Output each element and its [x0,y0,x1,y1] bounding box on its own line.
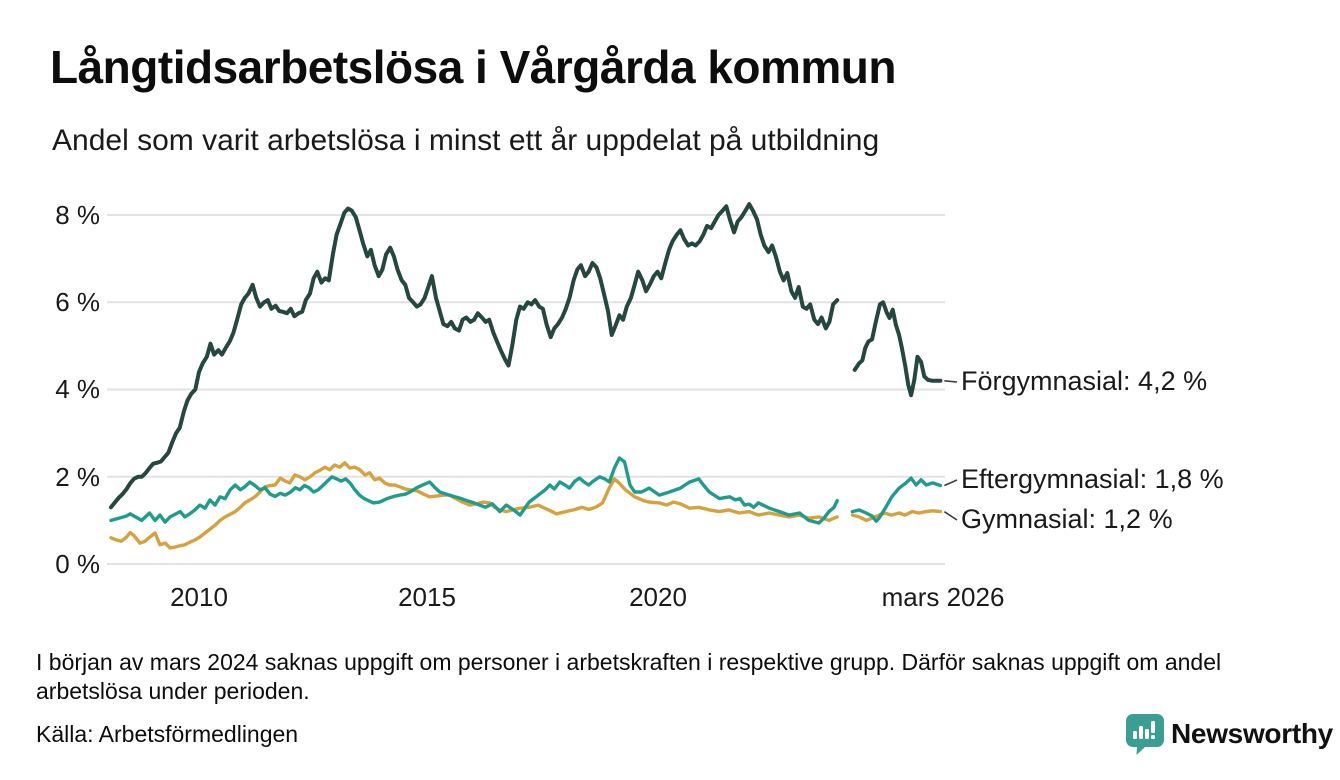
x-axis-tick-2010: 2010 [170,582,228,612]
y-axis-tick-4: 4 % [55,374,100,404]
label-leader-line [943,510,958,521]
y-axis-tick-0: 0 % [55,549,100,579]
x-axis-tick-2015: 2015 [398,582,456,612]
series-line-eftergymnasial [850,476,943,523]
series-label-gymnasial: Gymnasial: 1,2 % [961,504,1173,534]
series-line-förgymnasial [109,202,840,510]
newsworthy-wordmark: Newsworthy [1171,718,1333,749]
series-line-förgymnasial [852,300,943,398]
chart-footnote: I början av mars 2024 saknas uppgift om … [36,649,1222,704]
y-axis-tick-8: 8 % [55,200,100,230]
series-line-eftergymnasial [109,456,839,525]
label-leader-line [944,479,958,487]
x-axis-tick-mars-2026: mars 2026 [881,582,1005,612]
series-line-gymnasial [850,509,943,523]
series-line-gymnasial [109,461,839,550]
y-axis-tick-6: 6 % [55,287,100,317]
x-axis-tick-2020: 2020 [629,582,687,612]
chart-subtitle: Andel som varit arbetslösa i minst ett å… [52,124,880,157]
y-axis-tick-2: 2 % [55,462,100,492]
source-note: Källa: Arbetsförmedlingen [36,721,299,747]
series-label-eftergymnasial: Eftergymnasial: 1,8 % [961,464,1224,494]
newsworthy-bubble-chart-icon [1126,713,1164,755]
newsworthy-logo: Newsworthy [1126,713,1333,755]
series-label-forgymnasial: Förgymnasial: 4,2 % [961,366,1208,396]
page-title: Långtidsarbetslösa i Vårgårda kommun [50,41,897,93]
label-leader-line [944,379,958,383]
